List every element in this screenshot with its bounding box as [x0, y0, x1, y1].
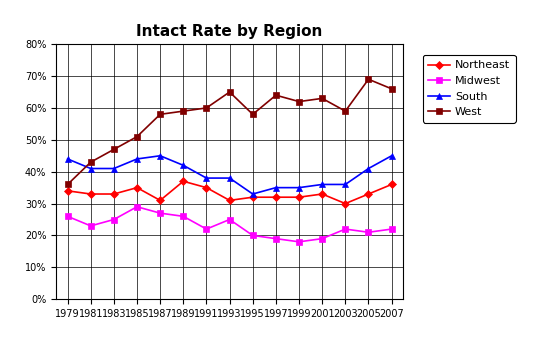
Northeast — [342, 202, 349, 206]
Midwest — [134, 205, 141, 209]
Northeast — [180, 179, 186, 183]
South — [296, 186, 302, 190]
Midwest — [110, 218, 117, 222]
South — [87, 167, 94, 171]
South — [388, 154, 395, 158]
Northeast — [203, 186, 210, 190]
Midwest — [319, 237, 325, 241]
West — [64, 182, 71, 186]
Northeast — [87, 192, 94, 196]
Midwest — [388, 227, 395, 231]
South — [365, 167, 372, 171]
Northeast — [365, 192, 372, 196]
Midwest — [180, 214, 186, 218]
Midwest — [203, 227, 210, 231]
West — [203, 106, 210, 110]
West — [249, 112, 256, 116]
Northeast — [64, 189, 71, 193]
Midwest — [226, 218, 233, 222]
West — [273, 93, 279, 97]
Northeast — [296, 195, 302, 199]
West — [296, 100, 302, 104]
South — [226, 176, 233, 180]
Northeast — [134, 186, 141, 190]
Midwest — [273, 237, 279, 241]
Midwest — [249, 233, 256, 237]
South — [180, 163, 186, 167]
Line: Northeast: Northeast — [65, 178, 394, 206]
Title: Intact Rate by Region: Intact Rate by Region — [137, 24, 323, 39]
Line: West: West — [65, 76, 394, 187]
West — [319, 96, 325, 100]
West — [87, 160, 94, 164]
South — [273, 186, 279, 190]
West — [180, 109, 186, 113]
Northeast — [273, 195, 279, 199]
Northeast — [319, 192, 325, 196]
South — [64, 157, 71, 161]
South — [110, 167, 117, 171]
Northeast — [157, 198, 164, 202]
Line: Midwest: Midwest — [65, 204, 394, 244]
Midwest — [296, 240, 302, 244]
South — [319, 182, 325, 186]
Midwest — [342, 227, 349, 231]
Line: South: South — [64, 152, 395, 198]
Legend: Northeast, Midwest, South, West: Northeast, Midwest, South, West — [423, 55, 516, 123]
West — [365, 77, 372, 81]
Midwest — [365, 230, 372, 234]
South — [134, 157, 141, 161]
West — [134, 135, 141, 139]
Midwest — [64, 214, 71, 218]
Northeast — [388, 182, 395, 186]
Northeast — [110, 192, 117, 196]
West — [388, 87, 395, 91]
South — [342, 182, 349, 186]
Midwest — [157, 211, 164, 215]
Midwest — [87, 224, 94, 228]
Northeast — [249, 195, 256, 199]
West — [157, 112, 164, 116]
South — [249, 192, 256, 196]
South — [157, 154, 164, 158]
West — [342, 109, 349, 113]
Northeast — [226, 198, 233, 202]
West — [226, 90, 233, 94]
South — [203, 176, 210, 180]
West — [110, 147, 117, 151]
